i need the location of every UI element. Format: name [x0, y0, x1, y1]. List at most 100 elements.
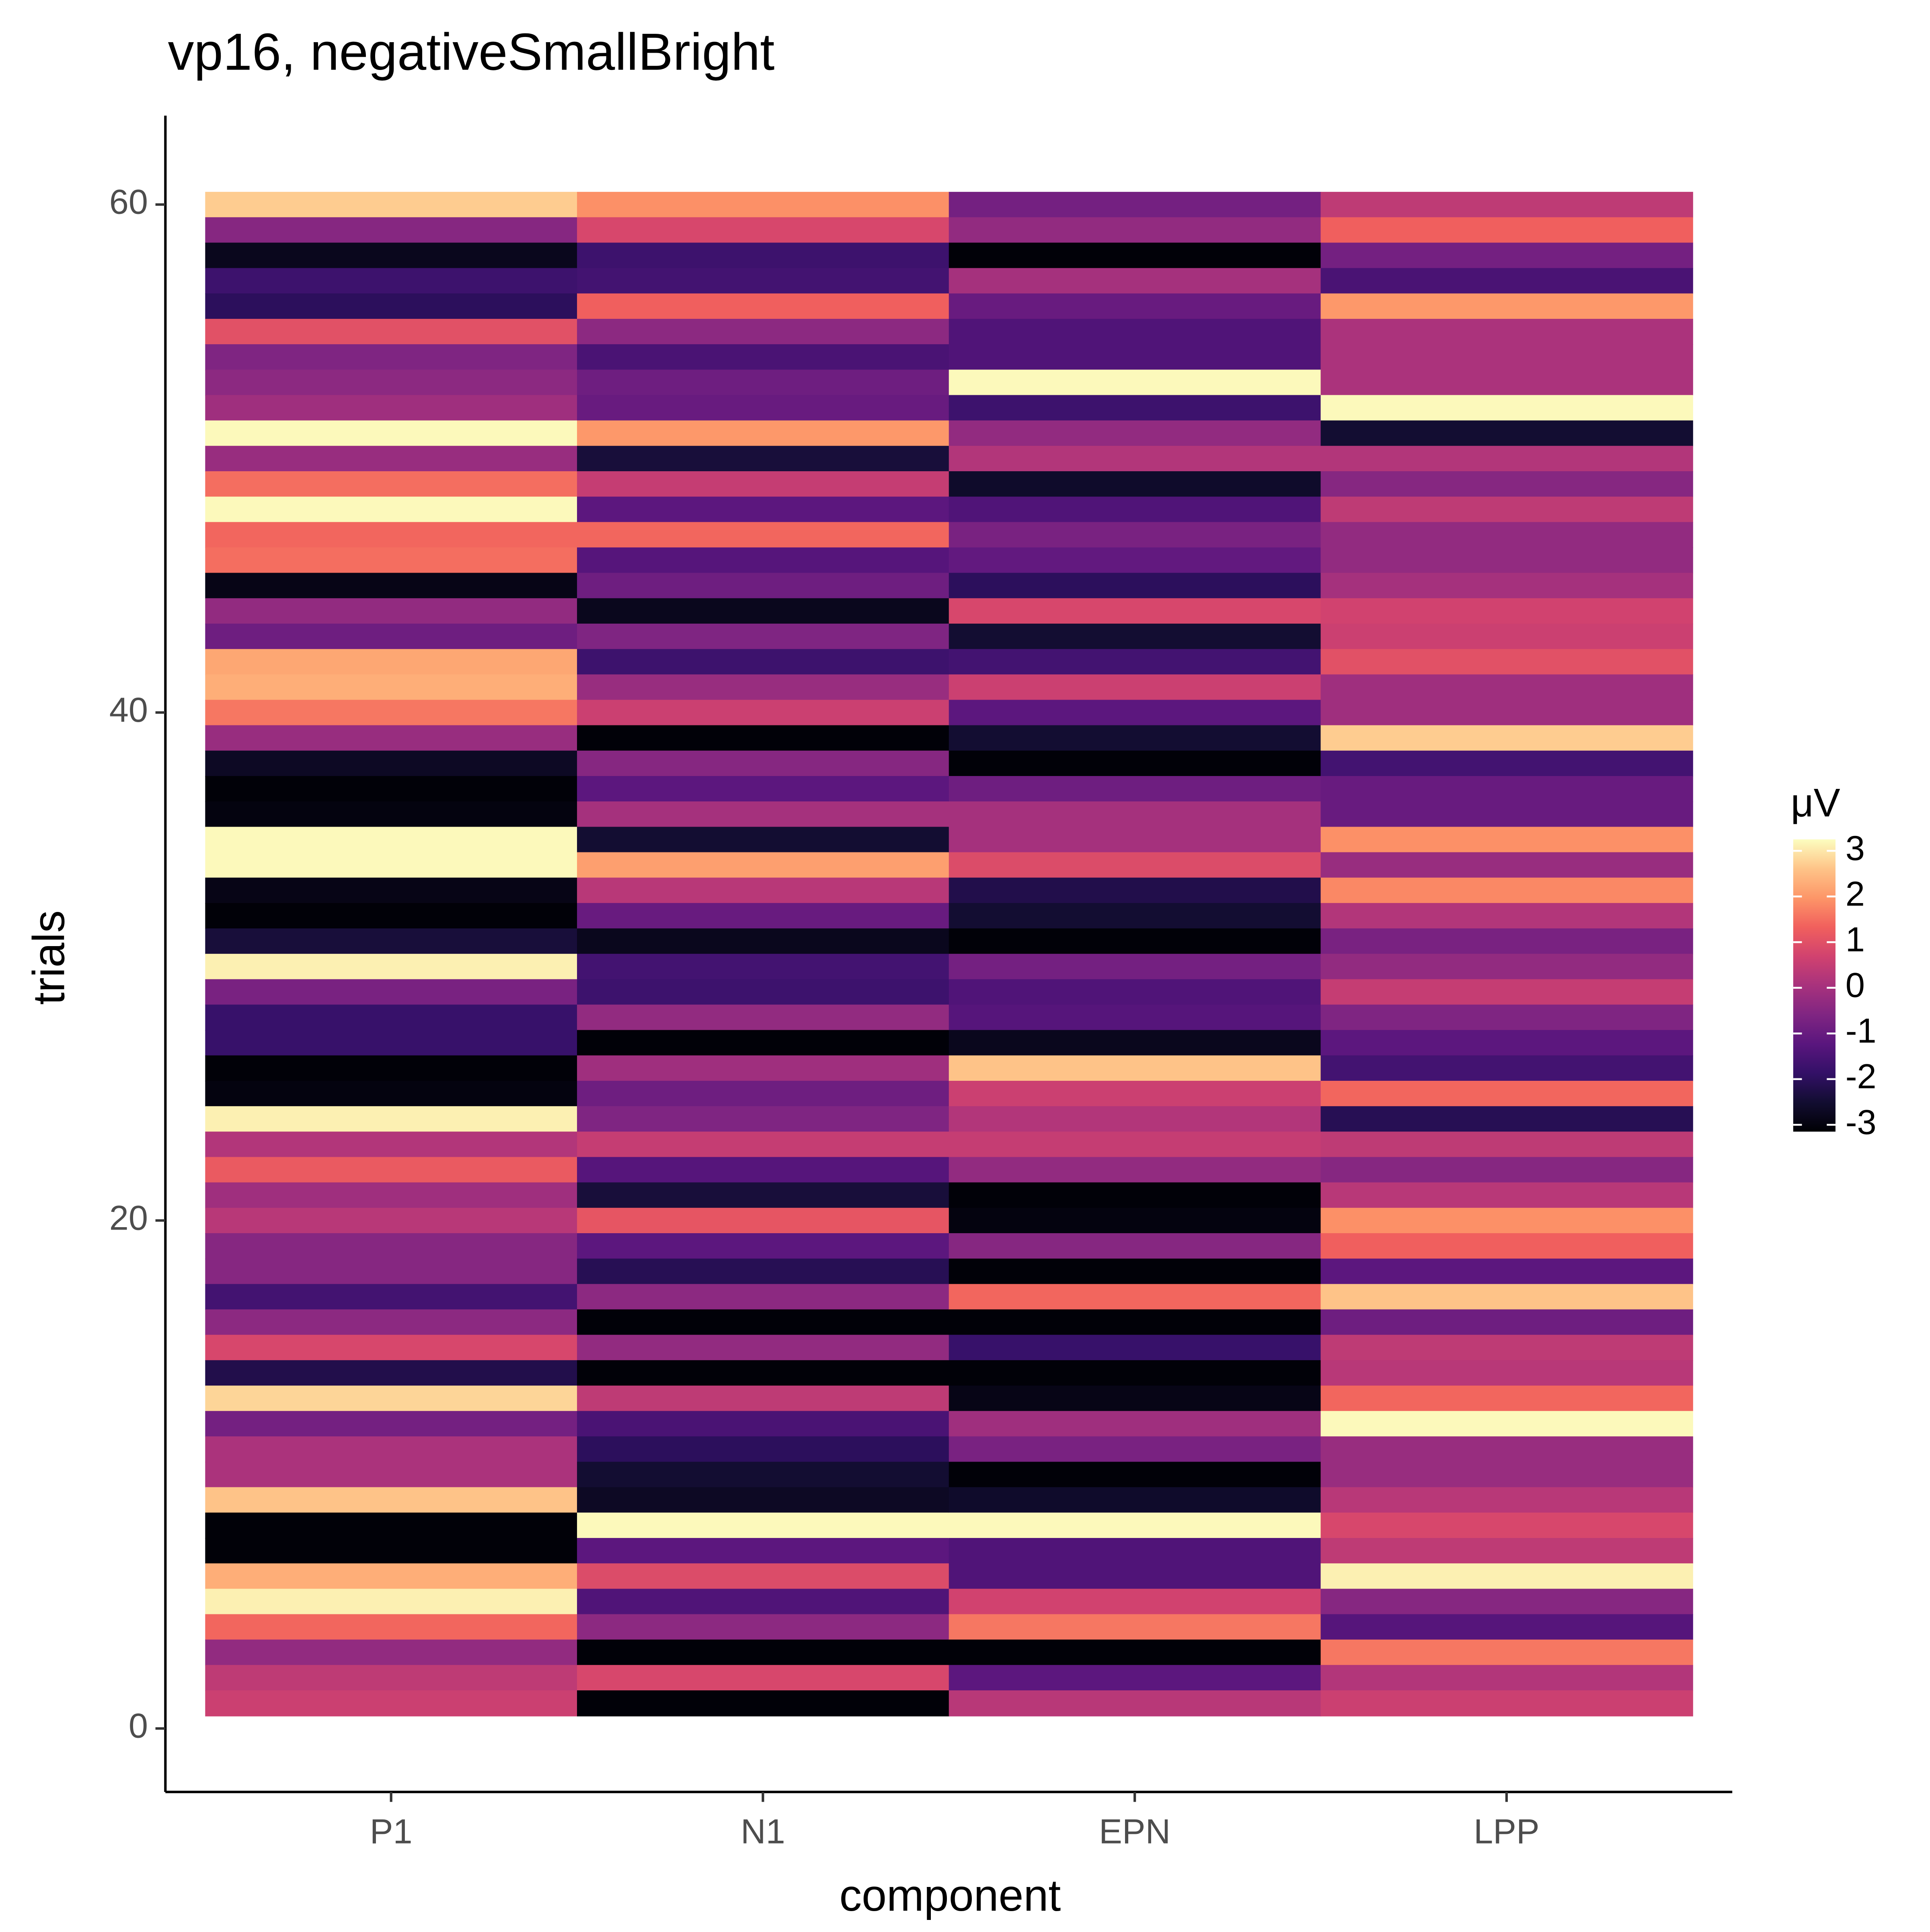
heat-cell [205, 674, 578, 701]
heat-cell [949, 1487, 1322, 1513]
x-tick-label: EPN [1099, 1813, 1170, 1851]
x-tick-label: LPP [1474, 1813, 1540, 1851]
heat-cell [949, 293, 1322, 320]
heat-cell [949, 242, 1322, 269]
heat-cell [949, 268, 1322, 294]
heat-cell [205, 649, 578, 675]
heat-cell [205, 1335, 578, 1361]
heat-cell [1320, 649, 1693, 675]
heat-cell [1320, 573, 1693, 599]
heat-cell [205, 1665, 578, 1691]
heat-cell [205, 776, 578, 802]
heat-cell [577, 573, 950, 599]
heat-cell [205, 1690, 578, 1716]
heat-cell [205, 1487, 578, 1513]
heat-cell [949, 1081, 1322, 1107]
heat-cell [1320, 293, 1693, 320]
heat-cell [949, 1411, 1322, 1437]
heat-cell [1320, 827, 1693, 853]
heat-cell [1320, 623, 1693, 650]
heat-cell [205, 1106, 578, 1132]
heat-cell [949, 801, 1322, 827]
heat-cell [949, 420, 1322, 447]
heat-cell [205, 1259, 578, 1285]
heat-cell [949, 1004, 1322, 1031]
heat-cell [949, 1462, 1322, 1488]
y-axis-label: trials [23, 910, 74, 1005]
heat-cell [205, 954, 578, 980]
heat-cell [949, 1538, 1322, 1564]
heat-cell [205, 318, 578, 345]
heat-cell [949, 1589, 1322, 1615]
heat-cell [949, 1284, 1322, 1310]
x-tick-label: N1 [741, 1813, 785, 1851]
heat-cell [577, 1055, 950, 1082]
heat-cell [949, 395, 1322, 421]
heat-cell [577, 1284, 950, 1310]
y-tick-label: 20 [109, 1199, 148, 1237]
heat-cell [577, 598, 950, 624]
heat-cell [949, 1055, 1322, 1082]
legend-title: μV [1791, 780, 1840, 825]
colorbar-label: 3 [1846, 829, 1865, 868]
heat-cell [1320, 192, 1693, 218]
heat-cell [205, 852, 578, 879]
heat-cell [1320, 1259, 1693, 1285]
heat-cell [1320, 497, 1693, 523]
heat-cell [205, 217, 578, 244]
colorbar-label: -2 [1846, 1057, 1877, 1096]
heat-cell [949, 1309, 1322, 1336]
colorbar [1793, 839, 1836, 1132]
heat-cell [577, 827, 950, 853]
x-tick-label: P1 [370, 1813, 413, 1851]
heat-cell [949, 954, 1322, 980]
heat-cell [577, 1106, 950, 1132]
heat-cell [1320, 979, 1693, 1006]
heat-cell [949, 547, 1322, 574]
heat-cell [205, 598, 578, 624]
colorbar-label: 2 [1846, 875, 1865, 913]
heat-cell [949, 573, 1322, 599]
heat-cell [1320, 1462, 1693, 1488]
heat-cell [205, 1411, 578, 1437]
heat-cell [577, 497, 950, 523]
heat-cell [1320, 446, 1693, 472]
heat-cell [577, 1335, 950, 1361]
heat-cell [1320, 598, 1693, 624]
heat-cell [949, 649, 1322, 675]
heat-cell [577, 217, 950, 244]
heat-cell [577, 674, 950, 701]
heat-cell [949, 497, 1322, 523]
heat-cell [577, 1360, 950, 1386]
heat-cell [577, 700, 950, 726]
heat-cell [949, 979, 1322, 1006]
heat-cell [205, 750, 578, 777]
heat-cell [1320, 1284, 1693, 1310]
heat-cell [1320, 1004, 1693, 1031]
heat-cell [205, 547, 578, 574]
heat-cell [205, 623, 578, 650]
heat-cell [577, 801, 950, 827]
heat-cell [1320, 420, 1693, 447]
heat-cell [1320, 1157, 1693, 1183]
heat-cell [577, 954, 950, 980]
heat-cell [1320, 725, 1693, 751]
heat-cell [205, 573, 578, 599]
heat-cell [1320, 1182, 1693, 1209]
heat-cell [1320, 1512, 1693, 1539]
heat-cell [205, 1004, 578, 1031]
heat-cell [205, 700, 578, 726]
heat-cell [205, 1436, 578, 1463]
heat-cell [577, 446, 950, 472]
heat-cell [577, 1665, 950, 1691]
heat-cell [949, 1360, 1322, 1386]
heat-cell [577, 1233, 950, 1259]
heat-cell [949, 217, 1322, 244]
heat-cell [577, 1030, 950, 1056]
heat-cell [1320, 1309, 1693, 1336]
heat-cell [949, 446, 1322, 472]
heat-cell [577, 852, 950, 879]
colorbar-label: -1 [1846, 1012, 1877, 1050]
heat-cell [1320, 1487, 1693, 1513]
heat-cell [1320, 801, 1693, 827]
